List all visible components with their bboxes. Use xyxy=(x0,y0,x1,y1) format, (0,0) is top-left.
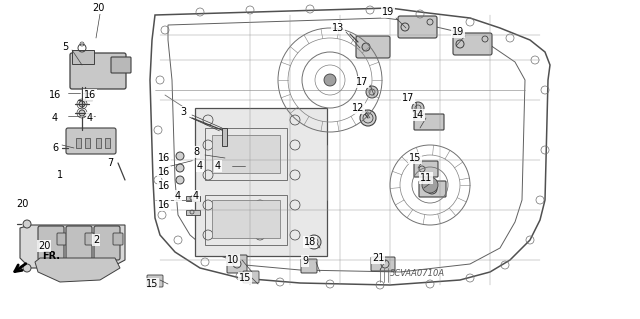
Text: 4: 4 xyxy=(87,113,93,123)
Bar xyxy=(186,196,200,201)
Text: 6: 6 xyxy=(52,143,58,153)
Text: 16: 16 xyxy=(158,167,170,177)
Text: 4: 4 xyxy=(215,161,221,171)
Text: 19: 19 xyxy=(452,27,464,37)
Text: 10: 10 xyxy=(227,255,239,265)
Text: 16: 16 xyxy=(84,90,96,100)
Text: 4: 4 xyxy=(197,161,203,171)
Circle shape xyxy=(23,264,31,272)
Bar xyxy=(212,200,280,238)
Bar xyxy=(195,108,327,256)
FancyBboxPatch shape xyxy=(70,53,126,89)
FancyBboxPatch shape xyxy=(85,233,95,245)
Text: 8: 8 xyxy=(193,147,199,157)
Text: 17: 17 xyxy=(356,77,368,87)
Circle shape xyxy=(23,220,31,228)
Text: 5: 5 xyxy=(62,42,68,52)
Text: 4: 4 xyxy=(52,113,58,123)
Text: 4: 4 xyxy=(175,191,181,201)
FancyBboxPatch shape xyxy=(57,233,67,245)
Bar xyxy=(96,138,101,148)
Circle shape xyxy=(79,110,85,116)
FancyBboxPatch shape xyxy=(113,233,123,245)
Circle shape xyxy=(362,43,370,51)
Text: 15: 15 xyxy=(409,153,421,163)
Text: 5CVAA0710A: 5CVAA0710A xyxy=(390,270,445,278)
FancyBboxPatch shape xyxy=(356,36,390,58)
Circle shape xyxy=(366,86,378,98)
FancyBboxPatch shape xyxy=(414,114,444,130)
Text: 16: 16 xyxy=(49,90,61,100)
FancyBboxPatch shape xyxy=(453,33,492,55)
FancyBboxPatch shape xyxy=(371,257,395,271)
Circle shape xyxy=(79,101,85,107)
Text: 12: 12 xyxy=(352,103,364,113)
Circle shape xyxy=(412,102,424,114)
FancyBboxPatch shape xyxy=(398,16,437,38)
FancyBboxPatch shape xyxy=(66,128,116,154)
Polygon shape xyxy=(35,258,120,282)
Bar xyxy=(222,128,227,146)
Bar xyxy=(105,138,110,148)
FancyBboxPatch shape xyxy=(243,271,259,283)
Text: 15: 15 xyxy=(146,279,158,289)
FancyBboxPatch shape xyxy=(301,259,317,273)
FancyBboxPatch shape xyxy=(419,181,446,197)
Text: 11: 11 xyxy=(420,173,432,183)
Text: 16: 16 xyxy=(158,200,170,210)
Text: 14: 14 xyxy=(412,110,424,120)
Circle shape xyxy=(360,110,376,126)
Text: 20: 20 xyxy=(38,241,50,251)
Bar xyxy=(85,138,90,148)
Bar xyxy=(76,138,81,148)
Text: 17: 17 xyxy=(402,93,414,103)
Text: 2: 2 xyxy=(93,235,99,245)
Text: 19: 19 xyxy=(382,7,394,17)
Bar xyxy=(205,128,287,180)
Bar xyxy=(212,135,280,173)
Circle shape xyxy=(176,176,184,184)
Bar xyxy=(186,210,200,215)
Text: 21: 21 xyxy=(372,253,384,263)
Circle shape xyxy=(422,177,438,193)
FancyBboxPatch shape xyxy=(38,226,64,260)
FancyBboxPatch shape xyxy=(66,226,92,260)
Circle shape xyxy=(324,74,336,86)
FancyBboxPatch shape xyxy=(414,161,438,177)
FancyBboxPatch shape xyxy=(147,275,163,287)
Polygon shape xyxy=(20,225,125,268)
Text: 16: 16 xyxy=(158,153,170,163)
Circle shape xyxy=(307,235,321,249)
Text: 20: 20 xyxy=(16,199,28,209)
FancyBboxPatch shape xyxy=(111,57,131,73)
Text: 16: 16 xyxy=(158,181,170,191)
Circle shape xyxy=(176,152,184,160)
Text: 13: 13 xyxy=(332,23,344,33)
Text: 1: 1 xyxy=(57,170,63,180)
Text: 15: 15 xyxy=(239,273,251,283)
Text: 4: 4 xyxy=(193,191,199,201)
FancyBboxPatch shape xyxy=(94,226,120,260)
Text: 9: 9 xyxy=(302,256,308,266)
FancyBboxPatch shape xyxy=(227,255,247,273)
Bar xyxy=(72,50,94,64)
Text: 7: 7 xyxy=(107,158,113,168)
Text: 3: 3 xyxy=(180,107,186,117)
Text: 18: 18 xyxy=(304,237,316,247)
Text: FR.: FR. xyxy=(42,251,60,261)
Bar xyxy=(205,195,287,245)
Circle shape xyxy=(176,164,184,172)
Text: 20: 20 xyxy=(92,3,104,13)
